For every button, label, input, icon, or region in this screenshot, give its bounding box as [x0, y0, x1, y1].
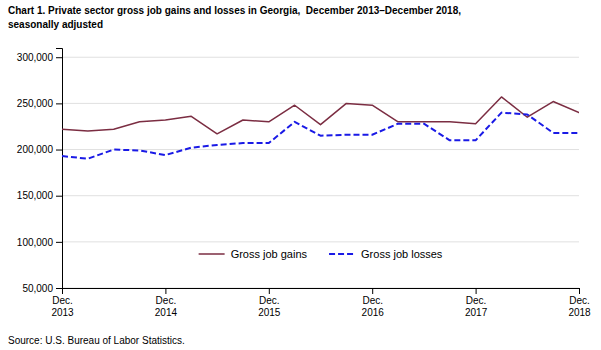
- plot-area: 50,000 100,000 150,000 200,000 250,000 300,00…: [17, 49, 591, 319]
- tick-mark: [56, 103, 62, 104]
- tick-label: 150,000: [17, 190, 54, 201]
- annotation: Source: U.S. Bureau of Labor Statistics.: [8, 335, 185, 346]
- grid-line: [62, 241, 579, 242]
- legend-swatch: [329, 253, 355, 255]
- legend-swatch: [199, 253, 225, 255]
- lines: [62, 97, 579, 159]
- tick-mark: [165, 288, 166, 294]
- tick-label: Dec.2013: [51, 295, 74, 318]
- tick-label: 300,000: [17, 52, 54, 63]
- tick: 300,000: [17, 52, 62, 63]
- title: Chart 1. Private sector gross job gains …: [8, 5, 461, 30]
- tick-mark: [56, 196, 62, 197]
- tick-mark: [372, 288, 373, 294]
- tick-label: Dec.2016: [362, 295, 385, 318]
- legend-label: Gross job gains: [231, 248, 308, 260]
- tick: Dec.2017: [465, 288, 488, 318]
- y-axis: 50,000 100,000 150,000 200,000 250,000 300,00…: [17, 49, 63, 294]
- axis-line: [63, 289, 580, 295]
- tick-mark: [579, 288, 580, 294]
- tick-label: Dec.2017: [465, 295, 488, 318]
- tick-mark: [62, 288, 63, 294]
- tick: 250,000: [17, 98, 62, 109]
- legend-label: Gross job losses: [361, 248, 443, 260]
- tick-label: 50,000: [22, 283, 53, 294]
- tick: Dec.2014: [155, 288, 178, 318]
- tick-mark: [56, 288, 62, 289]
- tick: 150,000: [17, 190, 62, 201]
- tick-mark: [56, 150, 62, 151]
- grid-line: [62, 103, 579, 104]
- grid-line: [62, 195, 579, 196]
- series-line: [62, 113, 579, 159]
- tick-label: 200,000: [17, 144, 54, 155]
- tick: 100,000: [17, 237, 62, 248]
- legend: Gross job gains Gross job losses: [199, 248, 443, 260]
- tick: Dec.2013: [51, 288, 74, 318]
- legend-item: Gross job losses: [329, 248, 443, 260]
- series-line: [62, 97, 579, 134]
- x-axis: Dec.2013 Dec.2014 Dec.2015 Dec.2016 Dec.2017…: [51, 288, 591, 318]
- tick-mark: [476, 288, 477, 294]
- tick-mark: [269, 288, 270, 294]
- tick-label: 250,000: [17, 98, 54, 109]
- tick: Dec.2016: [362, 288, 385, 318]
- tick: 200,000: [17, 144, 62, 155]
- grid-line: [62, 57, 579, 58]
- chart: Chart 1. Private sector gross job gains …: [0, 0, 601, 350]
- tick: 50,000: [22, 283, 62, 294]
- tick-label: Dec.2018: [568, 295, 591, 318]
- grid: [62, 57, 579, 288]
- axis-line: [56, 49, 63, 289]
- grid-line: [62, 149, 579, 150]
- tick: Dec.2018: [568, 288, 591, 318]
- tick-label: 100,000: [17, 237, 54, 248]
- tick-mark: [56, 242, 62, 243]
- tick-mark: [56, 57, 62, 58]
- tick: Dec.2015: [258, 288, 281, 318]
- tick-label: Dec.2014: [155, 295, 178, 318]
- legend-item: Gross job gains: [199, 248, 308, 260]
- tick-label: Dec.2015: [258, 295, 281, 318]
